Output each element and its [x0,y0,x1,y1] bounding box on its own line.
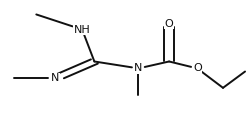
Text: N: N [134,63,143,73]
Text: NH: NH [74,24,90,35]
Text: O: O [193,63,202,73]
Text: O: O [165,19,173,29]
Text: N: N [51,73,59,83]
